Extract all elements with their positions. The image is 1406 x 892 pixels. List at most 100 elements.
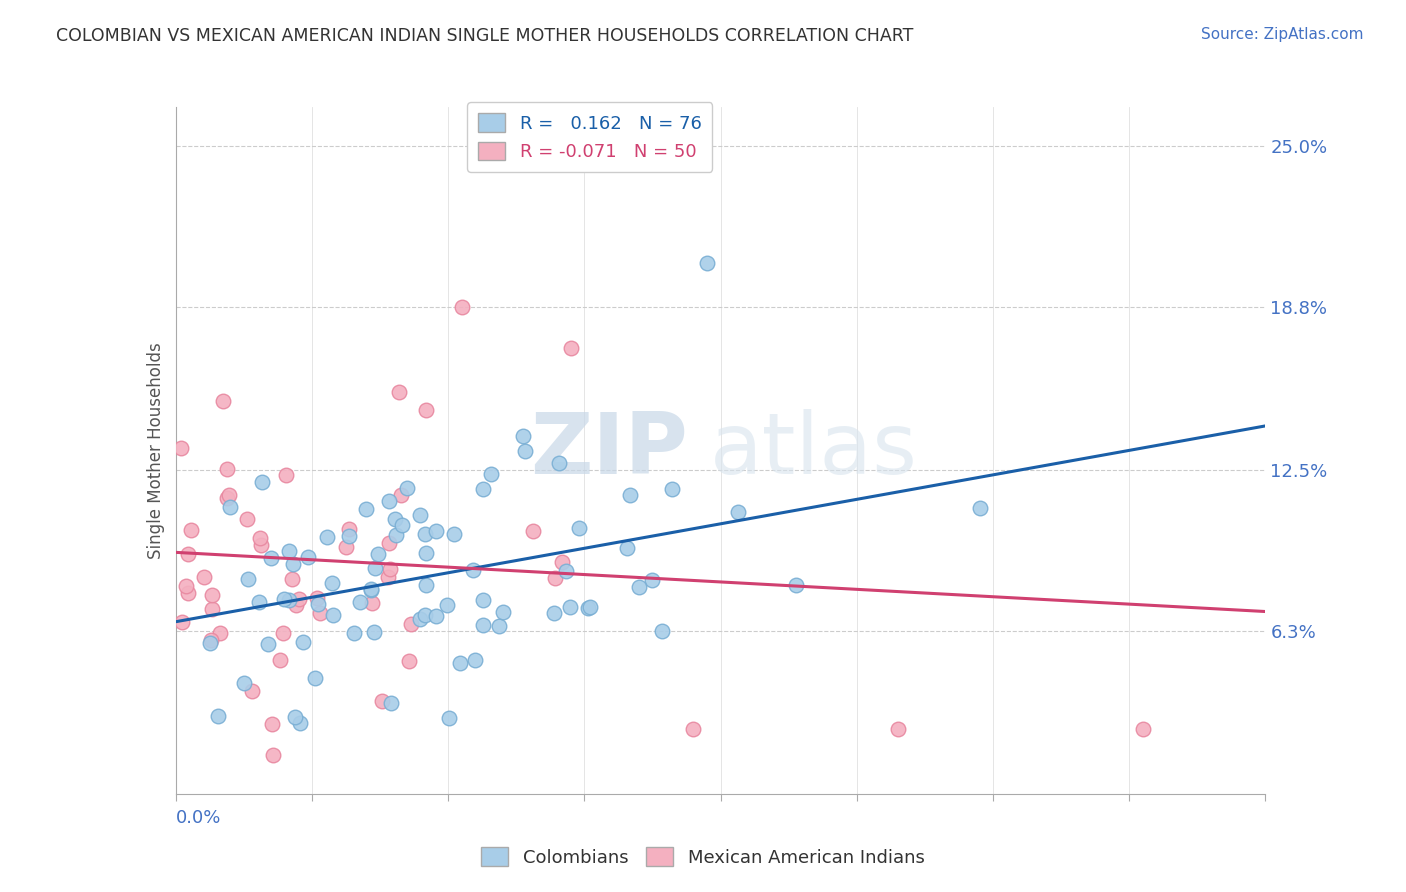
Point xyxy=(360,582,382,597)
Point xyxy=(388,385,411,400)
Point xyxy=(378,562,401,576)
Point xyxy=(307,597,329,611)
Point xyxy=(492,605,515,619)
Point xyxy=(378,536,401,550)
Point xyxy=(232,676,254,690)
Point xyxy=(278,593,301,607)
Point xyxy=(285,598,308,612)
Point xyxy=(443,527,465,541)
Point xyxy=(413,527,436,541)
Point xyxy=(380,697,402,711)
Point xyxy=(479,467,502,482)
Text: 0.0%: 0.0% xyxy=(176,809,221,827)
Point xyxy=(399,617,422,632)
Point xyxy=(409,508,432,522)
Point xyxy=(257,637,280,651)
Point xyxy=(316,530,339,544)
Point xyxy=(560,341,582,355)
Point xyxy=(170,615,193,629)
Point xyxy=(322,608,344,623)
Point xyxy=(304,672,326,686)
Point xyxy=(696,255,718,269)
Point xyxy=(555,565,578,579)
Point xyxy=(450,300,472,314)
Point xyxy=(425,608,447,623)
Point xyxy=(180,523,202,537)
Point xyxy=(436,598,458,612)
Point xyxy=(651,624,673,638)
Point xyxy=(276,468,298,483)
Point xyxy=(619,488,641,502)
Point xyxy=(260,550,283,565)
Point xyxy=(558,599,581,614)
Point xyxy=(543,606,565,620)
Point xyxy=(337,528,360,542)
Point xyxy=(641,573,664,587)
Point xyxy=(360,582,382,597)
Text: Source: ZipAtlas.com: Source: ZipAtlas.com xyxy=(1201,27,1364,42)
Point xyxy=(200,633,222,648)
Point xyxy=(292,635,315,649)
Point xyxy=(969,501,991,516)
Point xyxy=(378,494,401,508)
Point xyxy=(512,429,534,443)
Legend: Colombians, Mexican American Indians: Colombians, Mexican American Indians xyxy=(474,840,932,874)
Point xyxy=(548,456,571,470)
Point xyxy=(337,522,360,536)
Y-axis label: Single Mother Households: Single Mother Households xyxy=(146,343,165,558)
Point xyxy=(271,625,294,640)
Point xyxy=(250,538,273,552)
Point xyxy=(250,475,273,489)
Point xyxy=(471,593,494,607)
Point xyxy=(579,599,602,614)
Point xyxy=(208,625,231,640)
Point xyxy=(273,591,295,606)
Point xyxy=(249,532,271,546)
Point xyxy=(297,550,319,565)
Point xyxy=(201,588,224,602)
Point xyxy=(384,528,406,542)
Text: COLOMBIAN VS MEXICAN AMERICAN INDIAN SINGLE MOTHER HOUSEHOLDS CORRELATION CHART: COLOMBIAN VS MEXICAN AMERICAN INDIAN SIN… xyxy=(56,27,914,45)
Point xyxy=(349,595,371,609)
Point xyxy=(371,694,394,708)
Point xyxy=(627,580,650,594)
Point xyxy=(515,443,537,458)
Point xyxy=(193,570,215,584)
Point xyxy=(568,521,591,535)
Point xyxy=(437,711,460,725)
Point xyxy=(396,481,419,495)
Point xyxy=(576,601,599,615)
Point xyxy=(305,591,328,605)
Point xyxy=(389,488,412,502)
Point xyxy=(522,524,544,539)
Point xyxy=(283,558,305,572)
Point xyxy=(727,505,749,519)
Point xyxy=(551,556,574,570)
Point xyxy=(367,548,389,562)
Point xyxy=(377,570,399,584)
Point xyxy=(533,144,555,158)
Point xyxy=(616,541,638,555)
Point xyxy=(177,586,200,600)
Point xyxy=(415,403,437,417)
Point xyxy=(284,710,307,724)
Point xyxy=(215,462,238,476)
Point xyxy=(464,653,486,667)
Point xyxy=(886,722,908,736)
Point xyxy=(449,656,471,670)
Point xyxy=(240,683,263,698)
Point xyxy=(342,626,364,640)
Point xyxy=(212,394,235,409)
Point xyxy=(361,596,384,610)
Point xyxy=(290,715,312,730)
Point xyxy=(1132,722,1154,736)
Point xyxy=(236,512,259,526)
Point xyxy=(364,561,387,575)
Point xyxy=(413,607,436,622)
Point xyxy=(785,578,807,592)
Point xyxy=(415,546,437,560)
Point xyxy=(425,524,447,538)
Point xyxy=(260,716,283,731)
Point xyxy=(384,512,406,526)
Point xyxy=(236,573,259,587)
